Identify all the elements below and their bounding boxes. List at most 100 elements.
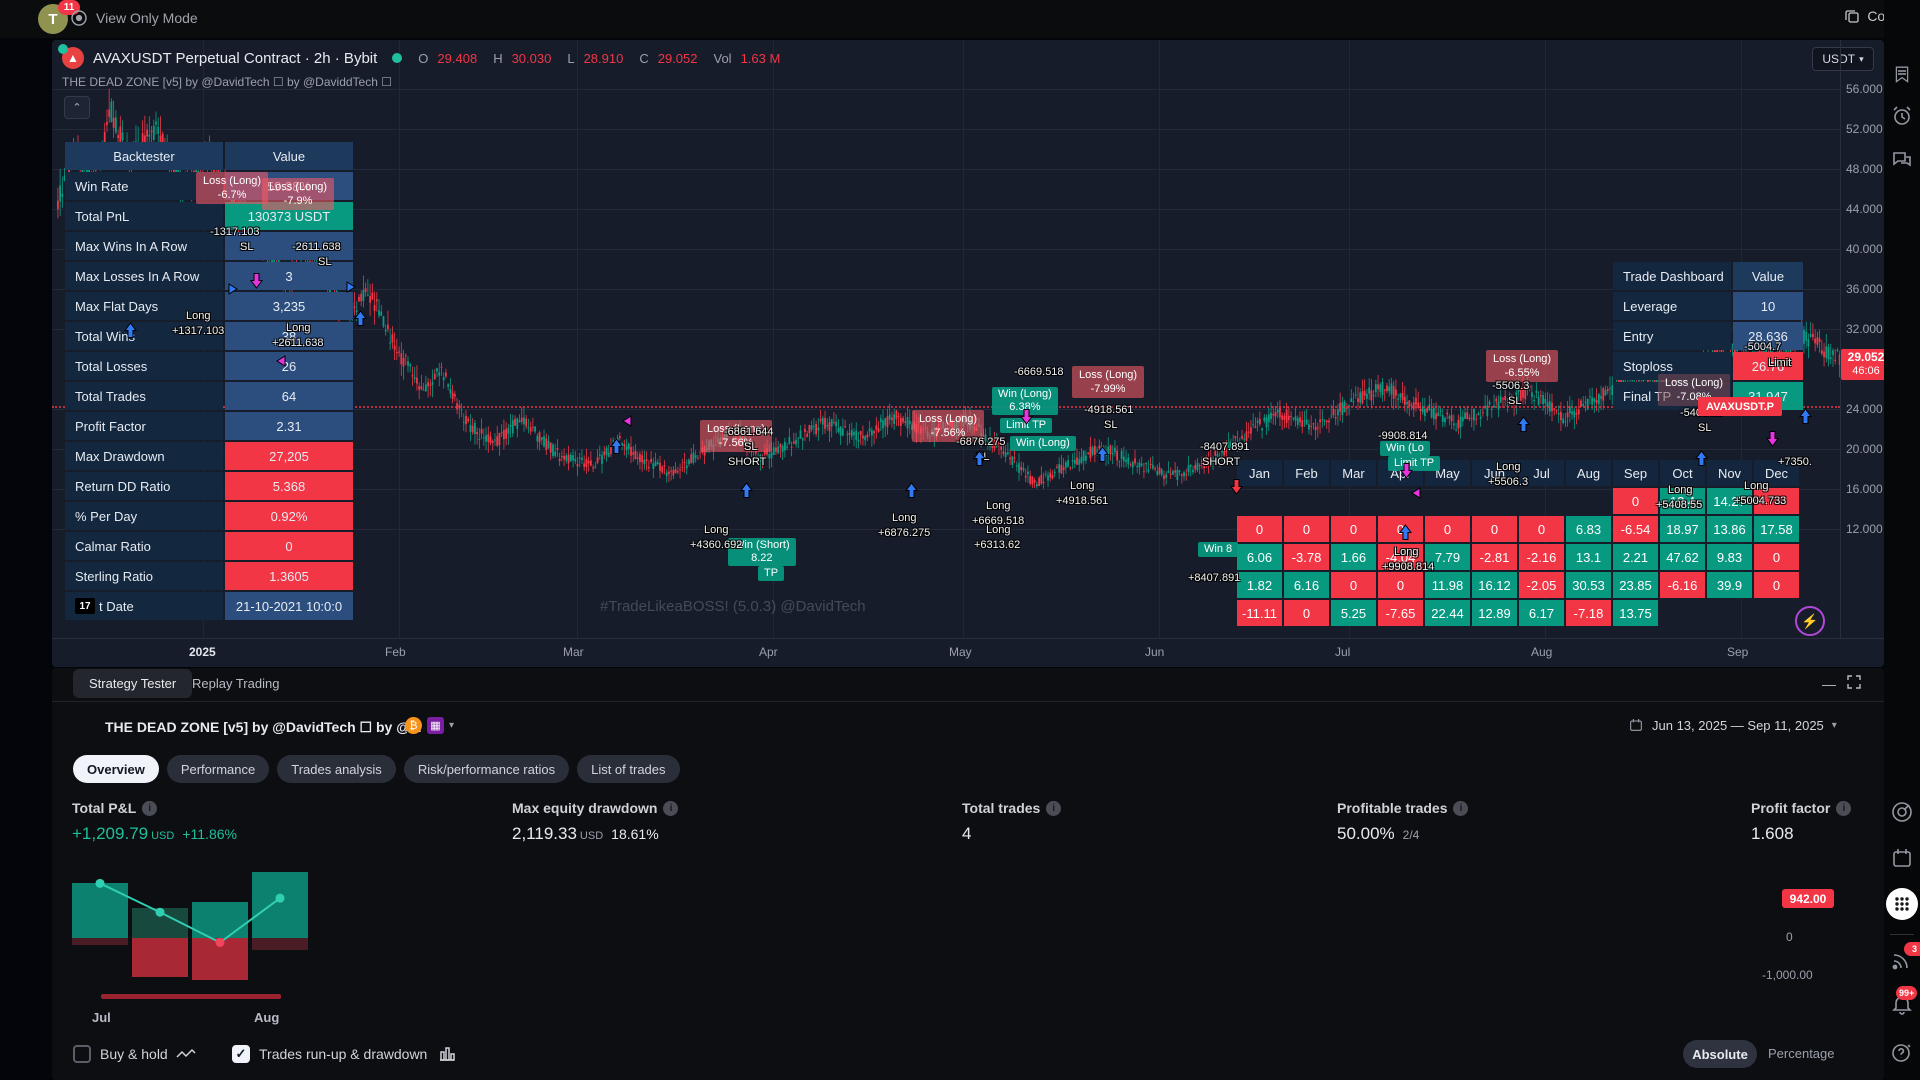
- h-gridline: [52, 289, 1840, 290]
- collapse-toolbar-button[interactable]: ⌃: [64, 96, 90, 119]
- loss-label: Loss (Long) -6.7%: [196, 172, 269, 204]
- backtester-row-value: 3: [225, 262, 353, 290]
- monthly-return-cell: 18.97: [1660, 516, 1705, 542]
- info-icon[interactable]: i: [1836, 800, 1852, 816]
- ohlc-low-label: L: [567, 50, 575, 66]
- info-icon[interactable]: i: [1046, 800, 1062, 816]
- monthly-return-cell: 0: [1331, 516, 1376, 542]
- tab-strategy-tester[interactable]: Strategy Tester: [73, 669, 193, 698]
- backtester-row-value: 3,235: [225, 292, 353, 320]
- sidebar-divider: [1890, 934, 1914, 935]
- view-only-mode: View Only Mode: [70, 9, 198, 27]
- trade-text-label: Long: [1394, 546, 1419, 558]
- ohlc-high-label: H: [493, 50, 503, 66]
- trade-text-label: Long: [986, 524, 1011, 536]
- backtester-value-header: Value: [225, 142, 353, 170]
- price-tick: 40.000: [1846, 242, 1883, 256]
- trade-text-label: SL: [744, 441, 758, 453]
- minimize-panel-icon[interactable]: —: [1822, 676, 1836, 692]
- price-tick: 20.000: [1846, 442, 1883, 456]
- chevron-down-icon[interactable]: ▾: [449, 720, 455, 731]
- chat-icon[interactable]: [1890, 148, 1914, 172]
- boost-icon[interactable]: ⚡: [1795, 606, 1825, 636]
- monthly-return-cell: [1754, 488, 1799, 514]
- win-label: Win (Short) 8.22: [728, 538, 796, 566]
- info-icon[interactable]: i: [663, 800, 679, 816]
- trade-arrow-up: [1695, 450, 1708, 472]
- tab-trades-analysis[interactable]: Trades analysis: [277, 755, 396, 783]
- trade-text-label: SL: [1508, 395, 1522, 407]
- backtester-row-value: 0.92%: [225, 502, 353, 530]
- monthly-return-cell: 0: [1425, 516, 1470, 542]
- trade-text-label: -5004.7: [1744, 341, 1782, 353]
- price-tick: 48.000: [1846, 162, 1883, 176]
- trade-text-label: +4918.561: [1056, 495, 1109, 507]
- runup-drawdown-checkbox[interactable]: ✓: [232, 1045, 250, 1063]
- panel-divider: [52, 701, 1884, 702]
- symbol-title[interactable]: AVAXUSDT Perpetual Contract · 2h · Bybit: [93, 49, 378, 67]
- trade-text-label: +4360.692: [690, 539, 743, 551]
- percentage-button[interactable]: Percentage: [1768, 1046, 1835, 1061]
- dashboard-value-header: Value: [1733, 262, 1803, 290]
- help-icon[interactable]: [1890, 1040, 1914, 1064]
- h-gridline: [52, 249, 1840, 250]
- month-header: Jan: [1237, 460, 1282, 486]
- backtester-row-label: Profit Factor: [65, 412, 223, 440]
- month-header: Sep: [1613, 460, 1658, 486]
- trade-arrow-left: [1411, 486, 1421, 504]
- alerts-clock-icon[interactable]: [1890, 104, 1914, 128]
- tab-list-of-trades[interactable]: List of trades: [577, 755, 680, 783]
- loss-label: Loss (Long) -7.08%: [1658, 374, 1731, 406]
- backtester-row-value: 64: [225, 382, 353, 410]
- calendar-icon: [1630, 719, 1642, 731]
- v-gridline: [773, 40, 774, 640]
- right-sidebar: 3 99+: [1884, 0, 1920, 1080]
- trade-text-label: Long: [186, 310, 211, 322]
- trade-text-label: -5506.3: [1492, 380, 1530, 392]
- absolute-button[interactable]: Absolute: [1683, 1040, 1757, 1068]
- backtester-row-label: Return DD Ratio: [65, 472, 223, 500]
- backtester-row-value: 27,205: [225, 442, 353, 470]
- buy-hold-checkbox[interactable]: [73, 1045, 91, 1063]
- tab-risk-ratios[interactable]: Risk/performance ratios: [403, 755, 570, 783]
- current-price-tag: 29.052 46:06: [1841, 349, 1891, 380]
- trade-text-label: SL: [318, 256, 332, 268]
- date-range-picker[interactable]: Jun 13, 2025 — Sep 11, 2025 ▾: [1628, 717, 1837, 733]
- currency-label: USDT: [1822, 52, 1856, 66]
- backtester-row-label: Total Wins: [65, 322, 223, 350]
- strategy-title[interactable]: THE DEAD ZONE [v5] by @DavidTech ☐ by @.…: [105, 719, 422, 735]
- price-tick: 12.000: [1846, 522, 1883, 536]
- trade-text-label: Long: [1744, 480, 1769, 492]
- monthly-return-cell: 5.25: [1331, 600, 1376, 626]
- market-status-icon: [392, 53, 403, 63]
- broadcast-icon[interactable]: [1890, 948, 1914, 972]
- maximize-panel-icon[interactable]: [1846, 674, 1862, 690]
- calendar-icon[interactable]: [1890, 846, 1914, 870]
- backtester-row-value: 21-10-2021 10:0:0: [225, 592, 353, 620]
- monthly-return-cell: 16.12: [1472, 572, 1517, 598]
- tab-overview[interactable]: Overview: [73, 755, 159, 783]
- price-tick: 32.000: [1846, 322, 1883, 336]
- loss-label: Loss (Long) -6.55%: [1486, 350, 1559, 382]
- watchlist-icon[interactable]: [1890, 64, 1914, 88]
- tab-performance[interactable]: Performance: [166, 755, 270, 783]
- info-icon[interactable]: i: [142, 800, 158, 816]
- time-tick: Feb: [385, 645, 406, 659]
- object-tree-icon[interactable]: [1890, 800, 1914, 824]
- backtester-row-label: Max Wins In A Row: [65, 232, 223, 260]
- time-tick: May: [949, 645, 972, 659]
- trade-text-label: SHORT: [728, 456, 767, 468]
- trade-arrow-right: [228, 282, 238, 300]
- monthly-return-cell: 13.75: [1613, 600, 1658, 626]
- monthly-return-cell: 7.79: [1425, 544, 1470, 570]
- month-header: Feb: [1284, 460, 1329, 486]
- currency-dropdown[interactable]: USDT ▾: [1812, 47, 1874, 71]
- monthly-return-cell: 0: [1754, 572, 1799, 598]
- info-icon[interactable]: i: [1453, 800, 1469, 816]
- mini-axis-aug: Aug: [254, 1010, 280, 1025]
- trade-arrow-right: [346, 280, 356, 298]
- apps-grid-button[interactable]: [1886, 888, 1918, 920]
- time-axis[interactable]: [52, 638, 1884, 667]
- tab-replay-trading[interactable]: Replay Trading: [192, 676, 280, 691]
- price-axis[interactable]: [1840, 40, 1885, 638]
